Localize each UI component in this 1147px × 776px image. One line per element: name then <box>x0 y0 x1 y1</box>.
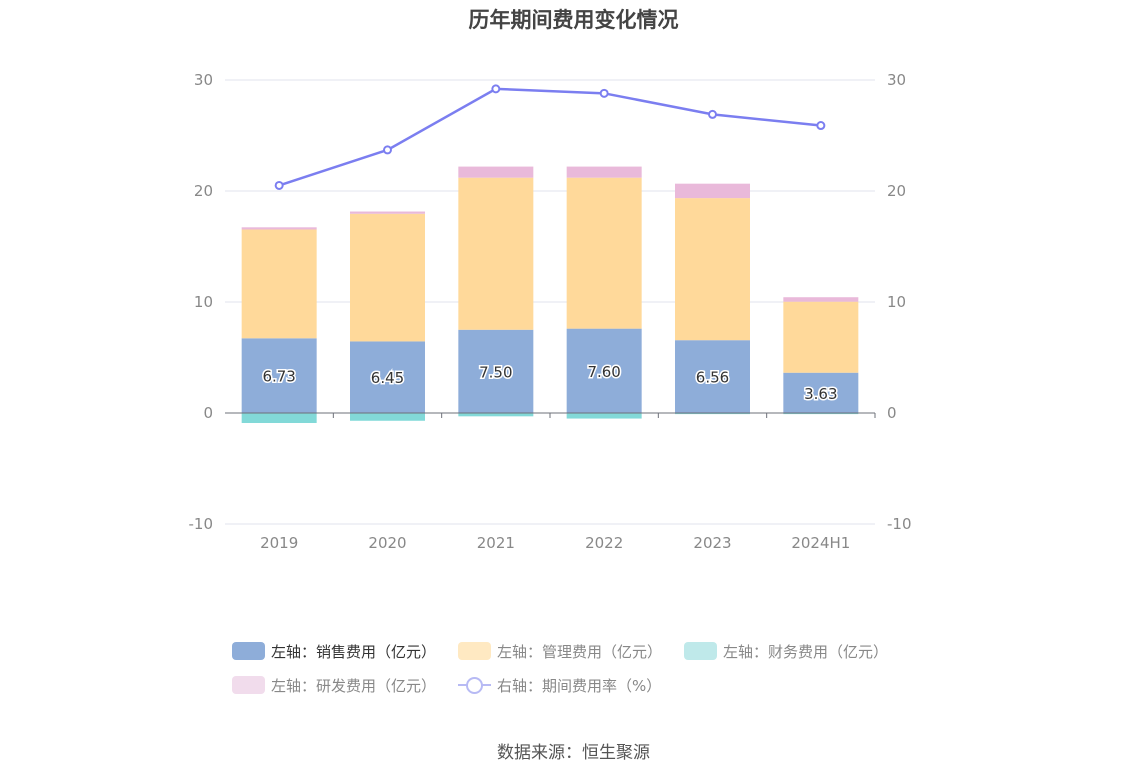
left-tick-label: 10 <box>194 293 213 311</box>
left-tick-label: 0 <box>203 404 213 422</box>
bar-finance-2020 <box>350 413 425 421</box>
sales-data-label: 6.45 <box>371 369 404 387</box>
rate-point-2024H1 <box>816 121 826 131</box>
bar-rnd-2024H1 <box>783 297 859 302</box>
legend-label-rate: 右轴：期间费用率（%） <box>497 676 662 695</box>
legend-label-rnd: 左轴：研发费用（亿元） <box>271 676 437 695</box>
legend-label-sales: 左轴：销售费用（亿元） <box>271 642 437 661</box>
rate-point-2021 <box>491 84 501 94</box>
x-tick-label: 2020 <box>368 534 406 552</box>
legend-label-finance: 左轴：财务费用（亿元） <box>723 642 889 661</box>
bar-sales-2020 <box>350 341 425 413</box>
bar-finance-2019 <box>241 413 317 423</box>
legend-swatch-admin <box>458 642 492 660</box>
bar-sales-2021 <box>458 329 534 413</box>
legend-swatch-rnd <box>232 676 265 694</box>
x-tick-label: 2023 <box>693 534 731 552</box>
legend-item-rnd[interactable]: 左轴：研发费用（亿元） <box>232 675 436 696</box>
sales-data-label: 3.63 <box>804 385 837 403</box>
legend-item-rate[interactable]: 右轴：期间费用率（%） <box>458 675 661 696</box>
legend-swatch-rate <box>458 676 492 694</box>
gridlines <box>225 79 875 525</box>
x-tick-label: 2024H1 <box>791 534 850 552</box>
legend-item-finance[interactable]: 左轴：财务费用（亿元） <box>684 641 888 662</box>
legend-swatch-finance <box>684 642 718 660</box>
right-tick-label: 30 <box>887 71 906 89</box>
bar-rnd-2019 <box>241 227 317 230</box>
bar-finance-2023 <box>675 413 750 415</box>
bar-rnd-2022 <box>566 166 642 178</box>
bar-finance-2021 <box>458 413 534 417</box>
left-tick-label: 30 <box>194 71 213 89</box>
rate-point-2019 <box>274 180 284 190</box>
bar-rnd-2021 <box>458 166 534 178</box>
x-tick-label: 2022 <box>585 534 623 552</box>
rate-point-2020 <box>383 145 392 155</box>
rate-point-2023 <box>708 109 717 119</box>
bar-admin-2022 <box>566 177 642 329</box>
right-tick-label: 0 <box>887 404 897 422</box>
legend-item-sales[interactable]: 左轴：销售费用（亿元） <box>232 641 436 662</box>
bar-admin-2023 <box>675 198 750 341</box>
bar-sales-2022 <box>566 328 642 413</box>
legend: 左轴：销售费用（亿元） 左轴：管理费用（亿元） 左轴：财务费用（亿元） 左轴：研… <box>232 640 932 708</box>
chart-title: 历年期间费用变化情况 <box>468 8 679 32</box>
bar-sales-2019 <box>241 338 317 413</box>
bar-admin-2021 <box>458 177 534 330</box>
bar-finance-2024H1 <box>783 413 859 415</box>
rate-line-path <box>278 87 821 187</box>
bar-admin-2019 <box>241 229 317 339</box>
sales-data-label: 6.73 <box>262 368 295 386</box>
right-tick-label: 20 <box>887 182 906 200</box>
data-labels: 6.73 6.45 7.50 7.60 6.56 3.63 <box>261 361 839 404</box>
right-axis-ticks: 30 20 10 0 -10 <box>887 71 912 533</box>
bar-sales-2024H1 <box>783 372 859 413</box>
sales-data-label: 7.60 <box>587 363 620 381</box>
right-tick-label: 10 <box>887 293 906 311</box>
left-axis-ticks: 30 20 10 0 -10 <box>189 71 214 533</box>
left-tick-label: -10 <box>189 515 214 533</box>
right-tick-label: -10 <box>887 515 912 533</box>
bar-rnd-2023 <box>675 183 750 199</box>
x-tick-label: 2021 <box>477 534 515 552</box>
bars <box>241 166 859 423</box>
data-source: 数据来源：恒生聚源 <box>497 743 650 763</box>
bar-sales-2023 <box>675 340 750 413</box>
x-axis-ticks: 2019 2020 2021 2022 2023 2024H1 <box>260 534 850 552</box>
rate-point-2022 <box>599 88 609 98</box>
sales-data-label: 6.56 <box>696 369 729 387</box>
x-axis <box>225 412 876 418</box>
x-tick-label: 2019 <box>260 534 298 552</box>
bar-rnd-2020 <box>350 211 425 214</box>
left-tick-label: 20 <box>194 182 213 200</box>
bar-finance-2022 <box>566 413 642 419</box>
rate-line <box>274 84 826 190</box>
legend-label-admin: 左轴：管理费用（亿元） <box>497 642 663 661</box>
legend-item-admin[interactable]: 左轴：管理费用（亿元） <box>458 641 662 662</box>
sales-data-label: 7.50 <box>479 363 512 381</box>
bar-admin-2020 <box>350 213 425 342</box>
bar-admin-2024H1 <box>783 301 859 373</box>
legend-swatch-sales <box>232 642 265 660</box>
